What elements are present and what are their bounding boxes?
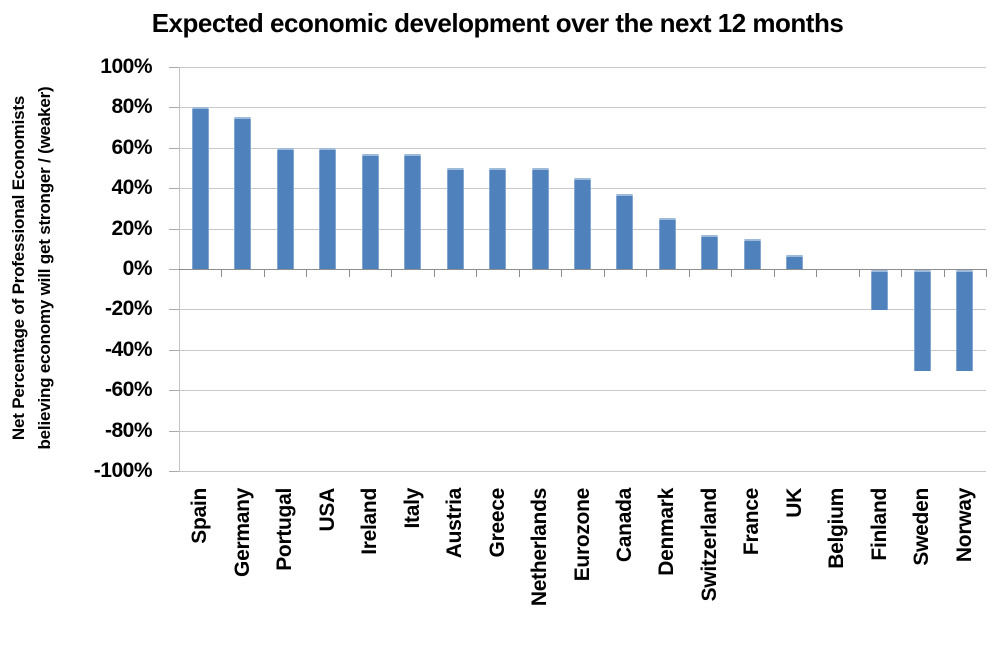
- x-axis-tick: [859, 270, 860, 277]
- x-axis-category-label: Finland: [868, 488, 891, 561]
- x-axis-category-label: Eurozone: [571, 488, 594, 582]
- x-axis-category-label: UK: [783, 488, 806, 518]
- y-axis-tick: [169, 107, 179, 108]
- x-axis-category-label: Germany: [231, 488, 254, 577]
- chart-title: Expected economic development over the n…: [151, 8, 844, 38]
- gridline: [179, 67, 986, 68]
- x-axis-tick: [519, 270, 520, 277]
- bar-ireland: [362, 154, 379, 269]
- y-axis-tick-label: -100%: [93, 459, 153, 482]
- y-axis-tick: [169, 309, 179, 310]
- bar-austria: [447, 168, 464, 269]
- x-axis-category-label: Denmark: [655, 488, 678, 576]
- y-axis-tick: [169, 67, 179, 68]
- x-axis-category-label: Ireland: [358, 488, 381, 555]
- x-axis-category-label: Greece: [486, 488, 509, 558]
- y-axis-tick: [169, 229, 179, 230]
- y-axis-title-line1: Net Percentage of Professional Economist…: [9, 95, 28, 441]
- x-axis-tick: [646, 270, 647, 277]
- x-axis-category-label: Belgium: [825, 488, 848, 569]
- y-axis-tick-label: 20%: [111, 217, 152, 240]
- y-axis-tick-label: 0%: [122, 257, 153, 280]
- x-axis-tick: [221, 270, 222, 277]
- gridline: [179, 471, 986, 472]
- y-axis-tick: [169, 471, 179, 472]
- x-axis-category-label: Austria: [443, 488, 466, 559]
- x-axis-category-label: USA: [316, 488, 339, 532]
- x-axis-tick: [604, 270, 605, 277]
- x-axis-category-label: Portugal: [273, 488, 296, 571]
- bar-sweden: [914, 270, 931, 371]
- y-axis-tick-label: -60%: [104, 378, 153, 401]
- y-axis-tick: [169, 390, 179, 391]
- y-axis-tick: [169, 431, 179, 432]
- x-axis-tick: [689, 270, 690, 277]
- y-axis-tick-label: -80%: [104, 419, 153, 442]
- x-axis-category-label: Spain: [188, 488, 211, 544]
- bar-eurozone: [574, 178, 591, 269]
- y-axis-tick-label: 100%: [100, 55, 152, 78]
- gridline: [179, 309, 986, 310]
- x-axis-tick: [306, 270, 307, 277]
- bar-france: [744, 239, 761, 269]
- gridline: [179, 350, 986, 351]
- x-axis-tick: [816, 270, 817, 277]
- x-axis-tick: [476, 270, 477, 277]
- y-axis-tick-label: -20%: [104, 297, 153, 320]
- bar-italy: [404, 154, 421, 269]
- x-axis-tick: [264, 270, 265, 277]
- bar-germany: [234, 117, 251, 269]
- y-axis-tick-label: 40%: [111, 176, 152, 199]
- bar-netherlands: [532, 168, 549, 269]
- x-axis-category-label: Italy: [401, 488, 424, 529]
- bar-spain: [192, 107, 209, 269]
- y-axis-tick-label: 60%: [111, 136, 152, 159]
- bar-canada: [616, 194, 633, 269]
- y-axis-tick: [169, 148, 179, 149]
- x-axis-category-label: Norway: [953, 488, 976, 563]
- x-axis-tick: [434, 270, 435, 277]
- x-axis-line: [179, 269, 987, 270]
- x-axis-tick: [561, 270, 562, 277]
- y-axis-tick-label: 80%: [111, 95, 152, 118]
- x-axis-tick: [731, 270, 732, 277]
- y-axis-tick: [169, 269, 179, 270]
- x-axis-tick: [391, 270, 392, 277]
- x-axis-tick: [349, 270, 350, 277]
- y-axis-tick: [169, 188, 179, 189]
- gridline: [179, 148, 986, 149]
- gridline: [179, 107, 986, 108]
- bar-portugal: [277, 148, 294, 269]
- x-axis-tick: [986, 270, 987, 277]
- bar-usa: [319, 148, 336, 269]
- bar-denmark: [659, 218, 676, 269]
- x-axis-tick: [944, 270, 945, 277]
- y-axis-tick-label: -40%: [104, 338, 153, 361]
- x-axis-category-label: Netherlands: [528, 488, 551, 607]
- x-axis-tick: [901, 270, 902, 277]
- x-axis-tick: [774, 270, 775, 277]
- x-axis-category-label: France: [740, 488, 763, 556]
- bar-finland: [871, 270, 888, 310]
- bar-norway: [956, 270, 973, 371]
- gridline: [179, 431, 986, 432]
- bar-greece: [489, 168, 506, 269]
- gridline: [179, 390, 986, 391]
- bar-uk: [786, 255, 803, 269]
- y-axis-tick: [169, 350, 179, 351]
- x-axis-category-label: Canada: [613, 488, 636, 563]
- x-axis-category-label: Switzerland: [698, 488, 721, 602]
- bar-switzerland: [701, 235, 718, 269]
- x-axis-category-label: Sweden: [910, 488, 933, 566]
